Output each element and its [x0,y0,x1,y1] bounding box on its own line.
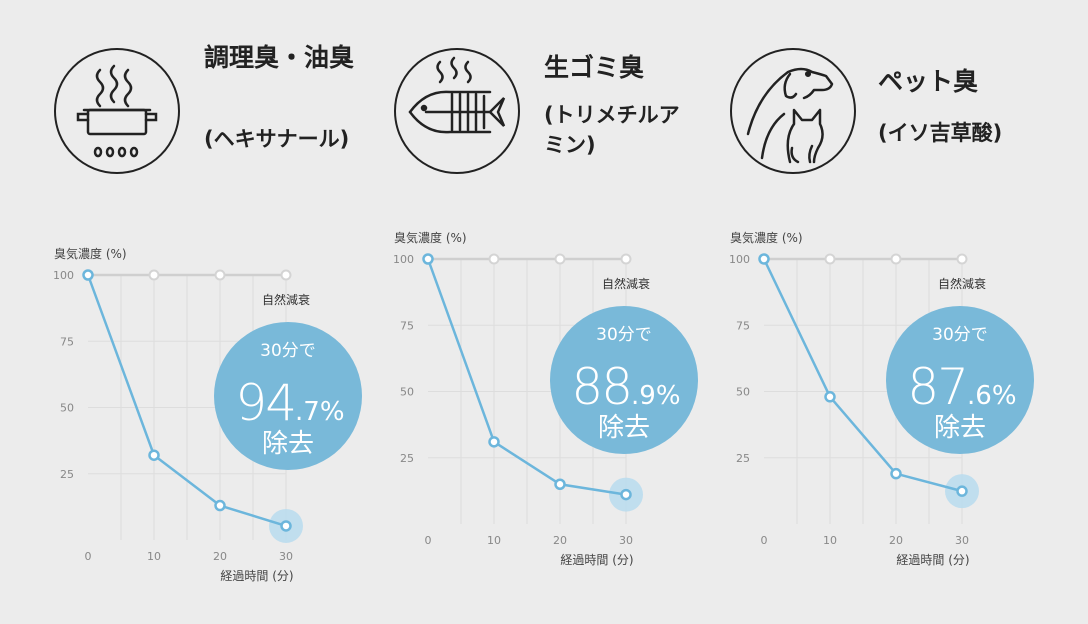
odor-data-point [82,269,94,281]
odor-data-point [620,488,632,501]
removal-badge: 30分で 87.6% 除去 [886,306,1034,454]
odor-data-point [280,520,292,532]
x-tick-label: 0 [85,550,92,563]
natural-decay-point [956,253,968,265]
odor-series-line [86,274,287,528]
x-tick-label: 10 [487,534,501,547]
panel-cooking-odor: 調理臭・油臭 (ヘキサナール) 臭気濃度 (%) 経過時間 (分) 自然減衰 2… [0,0,362,624]
removal-badge: 30分で 88.9% 除去 [550,306,698,454]
natural-decay-point [890,253,902,265]
panel-title: 調理臭・油臭 [204,43,355,72]
panel-title: ペット臭 [878,67,979,96]
badge-percentage: 94.7% [235,374,344,432]
natural-decay-point [824,253,836,265]
badge-pct: % [992,381,1017,411]
x-tick-label: 30 [279,550,293,563]
y-tick-label: 100 [729,253,750,266]
badge-top-text: 30分で [596,325,652,345]
x-tick-label: 30 [619,534,633,547]
badge-int: 88 [571,358,631,416]
odor-data-point [890,467,902,480]
odor-data-point [148,449,160,461]
badge-bottom-text: 除去 [598,413,650,443]
odor-data-point [214,499,226,512]
x-tick-label: 20 [213,550,227,563]
removal-badge: 30分で 94.7% 除去 [214,322,362,470]
x-tick-label: 10 [823,534,837,547]
badge-percentage: 88.9% [571,358,680,416]
badge-top-text: 30分で [932,325,988,345]
y-axis-label: 臭気濃度 (%) [730,230,803,245]
x-axis-label: 経過時間 (分) [896,553,969,567]
cooking-pot-icon [54,48,180,174]
odor-data-point [422,253,434,265]
panel-subtitle: (イソ吉草酸) [878,121,1003,145]
y-tick-label: 25 [736,452,750,465]
y-tick-label: 75 [400,319,414,332]
badge-int: 87 [907,358,967,416]
badge-top-text: 30分で [260,341,316,361]
panel-subtitle: (ヘキサナール) [204,127,350,151]
natural-decay-point [148,269,160,281]
badge-dec: .6 [967,381,992,411]
natural-decay-point [488,253,500,265]
badge-percentage: 87.6% [907,358,1016,416]
badge-dec: .7 [295,397,320,427]
panel-pet-odor: ペット臭 (イソ吉草酸) 臭気濃度 (%) 経過時間 (分) 自然減衰 25 50… [676,0,1038,624]
odor-data-point [824,391,836,403]
x-tick-label: 20 [889,534,903,547]
x-axis-label: 経過時間 (分) [560,553,633,567]
y-tick-label: 75 [60,335,74,348]
x-tick-label: 20 [553,534,567,547]
panel-garbage-odor: 生ゴミ臭 (トリメチルアミン) 臭気濃度 (%) 経過時間 (分) 自然減衰 2… [340,0,702,624]
odor-data-point [554,478,566,490]
x-tick-label: 10 [147,550,161,563]
badge-pct: % [656,381,681,411]
panel-title: 生ゴミ臭 [544,53,645,82]
y-tick-label: 50 [736,386,750,399]
badge-bottom-text: 除去 [934,413,986,443]
y-axis-label: 臭気濃度 (%) [54,246,127,261]
y-axis-label: 臭気濃度 (%) [394,230,467,245]
y-tick-label: 75 [736,319,750,332]
badge-pct: % [320,397,345,427]
y-tick-label: 100 [53,269,74,282]
badge-circle [886,306,1034,454]
odor-data-point [956,485,968,497]
y-tick-label: 25 [60,468,74,481]
x-tick-label: 30 [955,534,969,547]
natural-decay-point [214,269,226,281]
natural-decay-point [280,269,292,281]
badge-circle [550,306,698,454]
badge-dec: .9 [631,381,656,411]
dog-cat-icon [730,48,856,174]
fish-bone-icon [394,48,520,174]
y-tick-label: 100 [393,253,414,266]
x-tick-label: 0 [761,534,768,547]
y-tick-label: 25 [400,452,414,465]
y-tick-label: 50 [60,402,74,415]
panel-subtitle: (トリメチルアミン) [544,103,680,157]
odor-series-line [762,258,963,493]
badge-circle [214,322,362,470]
x-axis-label: 経過時間 (分) [220,569,293,583]
x-tick-label: 0 [425,534,432,547]
natural-decay-point [620,253,632,265]
odor-series-line [426,258,627,496]
odor-data-point [758,253,770,265]
badge-int: 94 [235,374,295,432]
y-tick-label: 50 [400,386,414,399]
badge-bottom-text: 除去 [262,429,314,459]
odor-data-point [488,436,500,448]
natural-decay-point [554,253,566,265]
